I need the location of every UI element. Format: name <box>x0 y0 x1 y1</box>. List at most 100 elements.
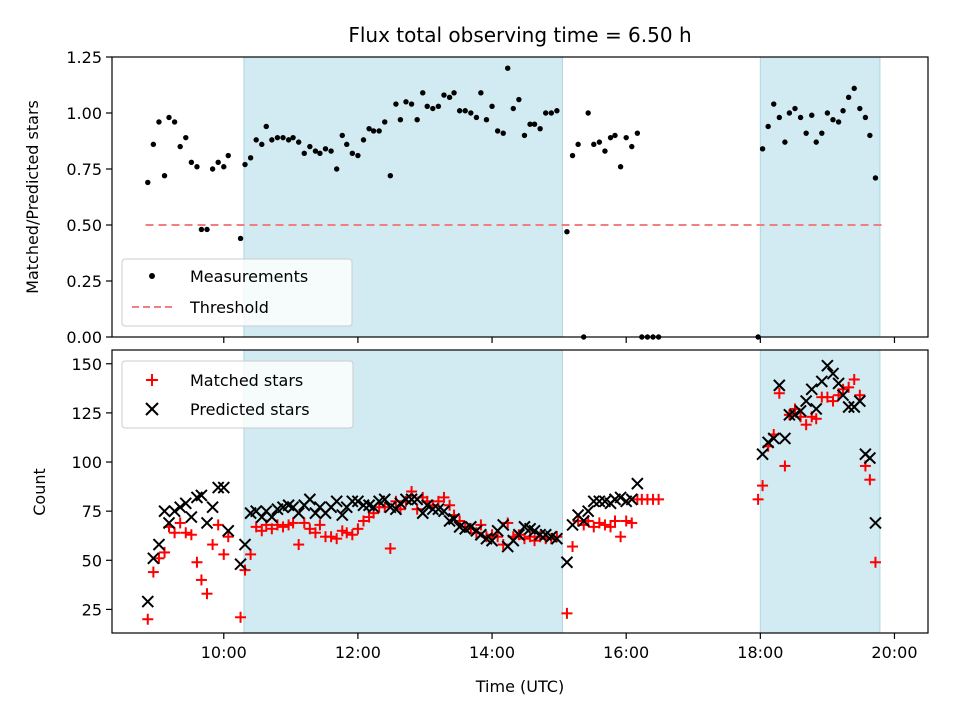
predicted-star-point <box>238 538 252 551</box>
predicted-star-point <box>566 518 579 532</box>
measurement-point <box>782 139 788 145</box>
matched-star-point <box>848 373 860 385</box>
measurement-point <box>344 141 350 148</box>
predicted-star-point <box>773 379 786 392</box>
legend-matched-marker <box>146 374 158 386</box>
x-tick-label: 12:00 <box>335 643 381 662</box>
matched-star-point <box>159 546 171 558</box>
measurement-point <box>349 150 356 157</box>
measurement-point <box>575 141 581 148</box>
matched-star-point <box>309 527 321 539</box>
measurement-point <box>819 130 825 136</box>
measurement-point <box>393 101 399 107</box>
measurement-point <box>830 117 836 123</box>
measurement-point <box>198 226 205 233</box>
measurement-point <box>360 137 367 143</box>
matched-star-point <box>779 460 791 472</box>
top-legend: Measurements Threshold <box>121 258 353 327</box>
measurement-point <box>771 101 777 107</box>
measurement-point <box>473 114 480 121</box>
measurement-point <box>456 108 463 114</box>
measurement-point <box>177 143 183 150</box>
predicted-star-point <box>512 528 526 541</box>
matched-star-point <box>567 541 579 553</box>
x-tick-label: 14:00 <box>469 643 515 662</box>
measurement-point <box>156 119 162 125</box>
legend-predicted-label: Predicted stars <box>190 400 310 419</box>
predicted-star-point <box>292 506 305 520</box>
measurement-point <box>548 110 554 116</box>
measurement-point <box>171 119 178 125</box>
matched-star-point <box>551 531 563 543</box>
predicted-star-point <box>464 520 478 534</box>
measurement-point <box>145 179 151 186</box>
measurement-point <box>424 103 430 109</box>
measurement-point <box>430 105 436 112</box>
matched-star-point <box>492 531 504 543</box>
predicted-star-point <box>351 495 365 508</box>
matched-star-point <box>757 480 769 492</box>
predicted-star-point <box>357 499 370 512</box>
matched-star-point <box>212 519 224 531</box>
predicted-star-point <box>217 481 230 494</box>
top-y-ticks: 0.00 0.25 0.50 0.75 1.00 1.25 <box>66 48 112 347</box>
predicted-star-point <box>614 491 627 504</box>
measurement-point <box>397 117 404 123</box>
measurement-point <box>564 229 570 235</box>
bottom-legend: Matched stars Predicted stars <box>121 360 354 429</box>
bottom-y-tick-label: 150 <box>71 355 102 374</box>
measurement-point <box>414 117 420 123</box>
legend-predicted-marker <box>145 402 159 416</box>
predicted-star-point <box>405 493 418 506</box>
matched-star-point <box>185 529 197 541</box>
predicted-star-point <box>168 504 181 518</box>
measurement-point <box>221 164 227 170</box>
measurement-point <box>840 108 846 114</box>
measurement-point <box>531 121 538 127</box>
matched-star-point <box>207 539 219 551</box>
matched-star-point <box>599 519 611 531</box>
measurement-point <box>328 148 334 154</box>
matched-star-point <box>341 527 353 539</box>
measurement-point <box>215 159 221 165</box>
matched-star-point <box>438 491 450 503</box>
measurement-point <box>204 226 210 233</box>
measurement-point <box>166 114 172 121</box>
x-tick-label: 16:00 <box>603 643 649 662</box>
predicted-star-point <box>788 408 802 422</box>
predicted-star-point <box>330 495 343 508</box>
measurement-point <box>824 110 831 116</box>
matched-star-point <box>201 588 213 600</box>
predicted-star-point <box>593 495 606 508</box>
predicted-star-point <box>625 493 638 506</box>
predicted-star-point <box>185 510 198 524</box>
measurement-point <box>295 139 302 145</box>
matched-star-point <box>352 523 364 535</box>
matched-stars-points <box>142 373 881 625</box>
matched-star-point <box>195 574 207 586</box>
predicted-star-point <box>346 495 359 508</box>
bottom-panel: 25 50 75 100 125 150 10:00 12:00 14:00 16:00 18:0… <box>30 349 929 696</box>
measurement-point <box>370 128 377 134</box>
predicted-star-point <box>842 400 855 414</box>
predicted-star-point <box>863 451 877 465</box>
measurement-point <box>468 110 474 116</box>
measurement-point <box>183 134 189 141</box>
measurement-point <box>602 148 608 154</box>
measurement-point <box>420 90 426 96</box>
predicted-star-point <box>426 502 440 516</box>
top-legend-box <box>121 258 353 327</box>
predicted-star-point <box>783 408 796 422</box>
matched-star-point <box>593 517 605 529</box>
measurement-point <box>543 110 549 116</box>
predicted-star-point <box>222 524 235 538</box>
measurement-point <box>247 155 254 161</box>
measurement-point <box>765 123 771 130</box>
top-y-tick-label: 1.00 <box>66 104 102 123</box>
predicted-star-point <box>550 532 564 545</box>
top-y-tick-label: 0.25 <box>66 272 102 291</box>
predicted-star-point <box>179 497 192 510</box>
predicted-star-point <box>394 497 407 510</box>
measurement-point <box>835 119 842 125</box>
measurement-point <box>194 164 200 170</box>
